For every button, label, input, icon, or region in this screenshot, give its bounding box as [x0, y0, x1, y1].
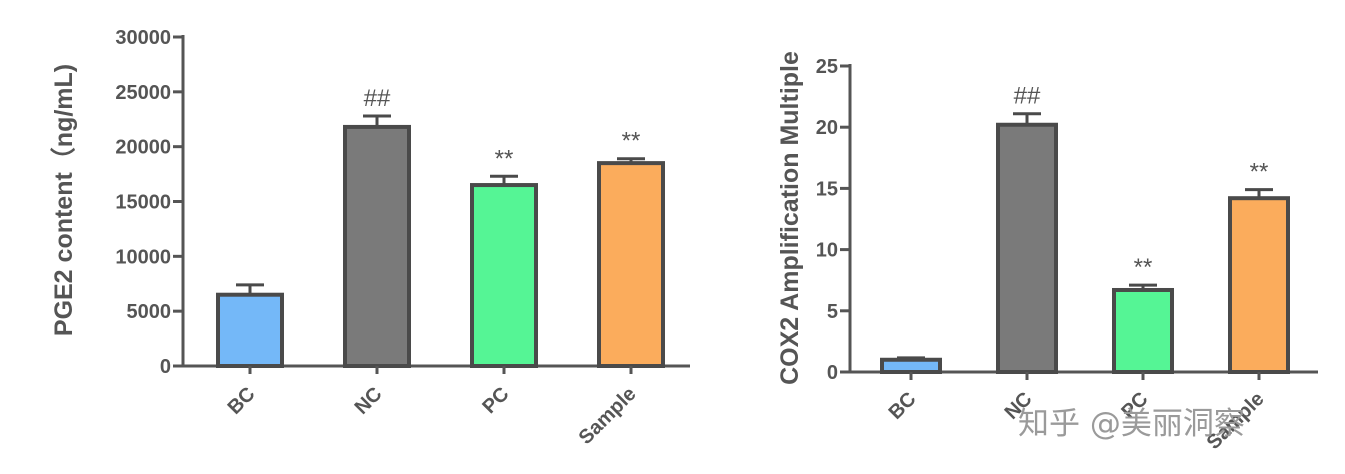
significance-label: **	[1250, 159, 1269, 186]
y-axis-title: COX2 Amplification Multiple	[776, 51, 804, 385]
bar-pc	[1112, 287, 1174, 375]
pge2-chart: PGE2 content（ng/mL) 0 5000 10000 15000 20000 2…	[49, 27, 690, 449]
bar-pc	[470, 183, 538, 368]
y-tick-label: 0	[160, 356, 171, 378]
y-tick-label: 15	[816, 178, 838, 200]
y-tick-label: 20000	[115, 137, 171, 159]
y-tick-label: 5000	[127, 301, 172, 323]
bar-bc	[216, 292, 284, 369]
y-tick-label: 5	[827, 301, 838, 323]
cox2-chart: COX2 Amplification Multiple 0 5 10 15 20 25 BC #…	[776, 51, 1318, 454]
x-tick-label: NC	[351, 383, 387, 419]
y-axis-title: PGE2 content（ng/mL)	[49, 64, 78, 336]
x-tick-label: BC	[885, 388, 921, 424]
y-tick-label: 0	[827, 362, 838, 384]
y-tick-label: 20	[816, 117, 838, 139]
significance-label: ##	[364, 85, 391, 112]
x-tick-label: Sample	[575, 383, 641, 449]
x-tick-label: PC	[478, 383, 513, 418]
y-tick-label: 15000	[115, 192, 171, 214]
significance-label: ##	[1014, 83, 1041, 110]
y-tick-label: 10000	[115, 246, 171, 268]
bar-bc	[880, 357, 942, 375]
y-tick-label: 10	[816, 240, 838, 262]
watermark-text: 知乎 @美丽洞察	[1018, 406, 1245, 442]
significance-label: **	[622, 128, 641, 155]
significance-label: **	[495, 145, 514, 172]
bar-sample	[1228, 196, 1290, 374]
x-tick-label: BC	[224, 383, 260, 419]
significance-label: **	[1134, 254, 1153, 281]
bar-nc	[343, 124, 411, 368]
y-tick-label: 25000	[115, 82, 171, 104]
bar-nc	[996, 122, 1058, 374]
y-tick-label: 25	[816, 56, 838, 78]
y-tick-label: 30000	[115, 27, 171, 49]
bar-sample	[597, 161, 665, 368]
